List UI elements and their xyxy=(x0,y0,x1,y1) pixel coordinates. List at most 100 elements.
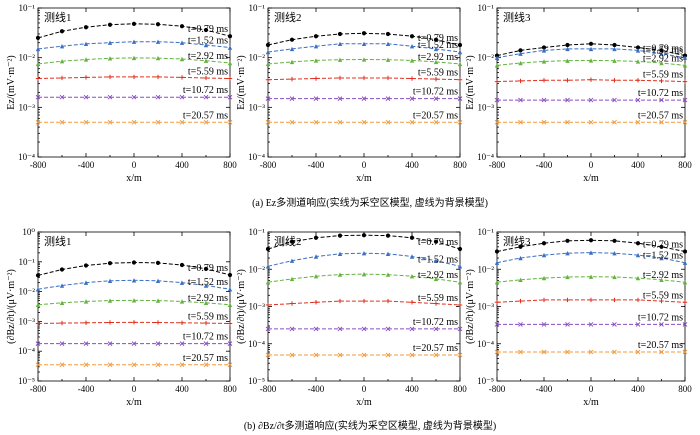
y-tick-label: 10⁻⁴ xyxy=(18,346,35,356)
data-point-s2-p6 xyxy=(179,56,185,62)
series-label: t=10.72 ms xyxy=(183,332,228,343)
series-label: t=10.72 ms xyxy=(413,87,458,98)
data-point-s0-p7 xyxy=(659,244,664,249)
y-axis-title: (∂Bz/∂t)/(μV·m⁻²) xyxy=(236,269,247,344)
data-point-s5-p5 xyxy=(385,352,391,358)
data-point-s2-p8 xyxy=(682,279,688,285)
series-5: t=20.57 ms xyxy=(494,110,688,125)
series-label: t=0.79 ms xyxy=(418,237,458,248)
data-point-s0-p3 xyxy=(107,261,113,266)
series-label: t=2.92 ms xyxy=(188,51,228,62)
data-point-s4-p2 xyxy=(83,94,89,100)
data-point-s4-p0 xyxy=(265,96,271,101)
series-3: t=5.59 ms xyxy=(494,70,688,84)
series-1: t=1.52 ms xyxy=(35,277,233,292)
data-point-s4-p1 xyxy=(289,96,295,101)
data-point-s0-p5 xyxy=(155,22,161,27)
data-point-s3-p1 xyxy=(518,78,523,84)
data-point-s1-p0 xyxy=(35,46,41,52)
data-point-s3-p1 xyxy=(289,301,295,306)
data-point-s2-p4 xyxy=(361,57,367,62)
data-point-s4-p2 xyxy=(313,326,319,332)
data-point-s4-p3 xyxy=(565,97,570,103)
y-tick-label: 10⁻⁴ xyxy=(248,152,265,162)
x-tick-label: -800 xyxy=(30,384,47,394)
data-point-s5-p1 xyxy=(59,119,65,125)
data-point-s1-p0 xyxy=(265,49,271,55)
data-point-s0-p8 xyxy=(227,272,233,278)
data-point-s4-p3 xyxy=(107,94,113,100)
data-point-s5-p6 xyxy=(179,362,185,368)
data-point-s0-p1 xyxy=(289,37,295,42)
data-point-s4-p4 xyxy=(361,326,367,332)
data-point-s5-p7 xyxy=(203,119,209,125)
data-point-s3-p5 xyxy=(385,298,391,304)
data-point-s4-p2 xyxy=(541,322,547,327)
data-point-s3-p4 xyxy=(361,75,367,81)
x-tick-label: 800 xyxy=(223,160,237,170)
data-point-s3-p5 xyxy=(612,297,617,303)
data-point-s4-p5 xyxy=(612,97,617,103)
series-4: t=10.72 ms xyxy=(35,332,233,346)
data-point-s3-p6 xyxy=(179,75,185,80)
data-point-s2-p8 xyxy=(682,63,688,68)
x-tick-label: -400 xyxy=(308,160,325,170)
data-point-s5-p2 xyxy=(83,119,89,125)
series-label: t=0.79 ms xyxy=(188,24,228,35)
data-point-s0-p2 xyxy=(83,25,89,30)
data-point-s1-p4 xyxy=(588,250,594,255)
data-point-s2-p8 xyxy=(457,61,463,67)
data-point-s4-p4 xyxy=(131,94,137,100)
series-label: t=5.59 ms xyxy=(643,70,683,81)
data-point-s5-p2 xyxy=(313,352,319,358)
series-0: t=0.79 ms xyxy=(35,21,233,41)
data-point-s0-p8 xyxy=(457,42,463,48)
data-point-s3-p5 xyxy=(385,75,391,81)
data-point-s3-p5 xyxy=(612,78,617,83)
data-point-s1-p6 xyxy=(179,40,185,45)
series-3: t=5.59 ms xyxy=(35,67,233,81)
y-tick-label: 10⁻⁵ xyxy=(18,376,35,386)
data-point-s2-p0 xyxy=(494,279,500,285)
series-line xyxy=(496,299,686,303)
data-point-s4-p8 xyxy=(457,96,463,101)
y-tick-label: 10⁰ xyxy=(22,227,35,237)
chart-panel-a-1: -800 -400 0 400 800 10⁻⁴ 10⁻³ 10⁻² 10⁻¹ x/m Ez/(mV… xyxy=(6,3,237,184)
data-point-s0-p7 xyxy=(433,239,439,244)
data-point-s4-p6 xyxy=(635,97,641,103)
x-tick-label: -400 xyxy=(536,384,553,394)
data-point-s1-p0 xyxy=(265,264,271,269)
data-point-s4-p7 xyxy=(203,341,209,346)
data-point-s4-p2 xyxy=(83,341,89,346)
series-2: t=2.92 ms xyxy=(35,51,233,67)
data-point-s4-p8 xyxy=(457,326,463,332)
series-label: t=5.59 ms xyxy=(418,68,458,79)
data-point-s1-p2 xyxy=(541,252,547,258)
x-tick-label: -800 xyxy=(489,384,506,394)
data-point-s0-p2 xyxy=(313,235,319,240)
data-point-s1-p7 xyxy=(433,46,439,52)
series-line xyxy=(496,276,686,283)
series-label: t=2.92 ms xyxy=(418,52,458,63)
data-point-s1-p1 xyxy=(518,255,523,261)
data-point-s5-p5 xyxy=(155,362,161,368)
data-point-s2-p2 xyxy=(83,299,89,304)
data-point-s1-p4 xyxy=(131,278,137,283)
data-point-s5-p3 xyxy=(107,119,113,125)
data-point-s1-p5 xyxy=(612,46,617,52)
data-point-s1-p2 xyxy=(541,48,547,53)
series-line xyxy=(496,252,686,264)
data-point-s4-p3 xyxy=(565,322,570,327)
caption-a: (a) Ez多测道响应(实线为采空区模型, 虚线为背景模型) xyxy=(252,196,488,209)
data-point-s5-p4 xyxy=(361,352,367,358)
chart-panel-b-2: -800 -400 0 400 800 10⁻⁵ 10⁻⁴ 10⁻³ 10⁻² 10⁻¹ x/m (∂… xyxy=(236,227,467,408)
data-point-s1-p7 xyxy=(203,283,209,288)
data-point-s3-p8 xyxy=(227,76,233,81)
y-tick-label: 10⁻⁵ xyxy=(477,376,494,386)
x-tick-label: -800 xyxy=(489,160,506,170)
data-point-s3-p1 xyxy=(518,298,523,304)
data-point-s0-p0 xyxy=(494,249,500,254)
series-2: t=2.92 ms xyxy=(35,293,233,308)
y-tick-label: 10⁻⁴ xyxy=(477,152,494,162)
